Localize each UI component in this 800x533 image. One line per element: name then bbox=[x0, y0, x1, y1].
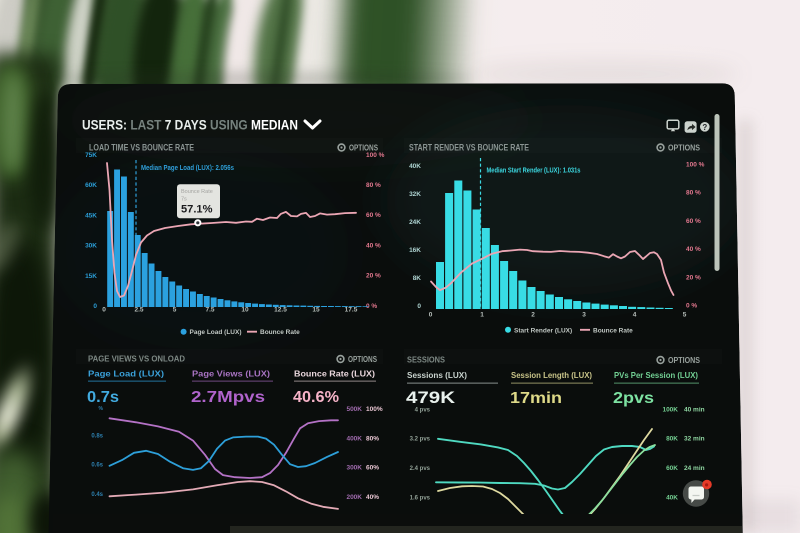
svg-text:0 %: 0 % bbox=[366, 303, 377, 310]
svg-text:100%: 100% bbox=[366, 406, 383, 413]
svg-text:OPTIONS: OPTIONS bbox=[668, 356, 701, 365]
svg-text:7s: 7s bbox=[181, 197, 187, 203]
svg-text:75K: 75K bbox=[85, 152, 97, 159]
svg-text:PVs Per Session (LUX): PVs Per Session (LUX) bbox=[614, 370, 698, 380]
svg-text:?: ? bbox=[702, 123, 707, 132]
svg-text:1.6 pvs: 1.6 pvs bbox=[410, 495, 431, 501]
svg-text:500K: 500K bbox=[346, 406, 362, 413]
svg-text:100 %: 100 % bbox=[366, 152, 385, 159]
svg-text:0.6s: 0.6s bbox=[91, 463, 103, 469]
svg-text:3: 3 bbox=[582, 312, 586, 319]
svg-text:32K: 32K bbox=[409, 191, 421, 198]
svg-text:30K: 30K bbox=[85, 243, 97, 250]
svg-text:60 %: 60 % bbox=[366, 212, 381, 219]
svg-text:80 %: 80 % bbox=[686, 190, 701, 197]
svg-text:Page Load (LUX): Page Load (LUX) bbox=[88, 369, 164, 379]
svg-text:40 min: 40 min bbox=[684, 407, 705, 414]
svg-text:8K: 8K bbox=[413, 275, 422, 282]
svg-text:80K: 80K bbox=[666, 436, 678, 443]
svg-text:0: 0 bbox=[93, 303, 97, 310]
svg-text:7.5: 7.5 bbox=[205, 307, 214, 314]
svg-text:Bounce Rate: Bounce Rate bbox=[181, 189, 213, 195]
svg-text:4 pvs: 4 pvs bbox=[415, 408, 431, 414]
svg-text:OPTIONS: OPTIONS bbox=[348, 355, 378, 364]
svg-text:0.4s: 0.4s bbox=[91, 492, 103, 498]
svg-text:Bounce Rate: Bounce Rate bbox=[260, 329, 300, 336]
svg-text:100K: 100K bbox=[662, 407, 678, 414]
svg-text:2.5: 2.5 bbox=[134, 307, 143, 314]
svg-text:Median Start Render (LUX): 1.0: Median Start Render (LUX): 1.031s bbox=[487, 168, 581, 175]
svg-text:2.7Mpvs: 2.7Mpvs bbox=[191, 389, 265, 406]
svg-text:15K: 15K bbox=[85, 273, 97, 280]
svg-text:1: 1 bbox=[480, 312, 484, 319]
svg-text:0.8s: 0.8s bbox=[91, 434, 103, 440]
svg-text:OPTIONS: OPTIONS bbox=[668, 144, 701, 153]
svg-text:5: 5 bbox=[173, 307, 177, 314]
svg-text:4: 4 bbox=[633, 312, 637, 319]
svg-text:80%: 80% bbox=[366, 435, 379, 442]
svg-text:80 %: 80 % bbox=[366, 182, 381, 189]
svg-text:0: 0 bbox=[102, 307, 106, 314]
svg-text:300K: 300K bbox=[346, 465, 362, 472]
svg-text:2pvs: 2pvs bbox=[613, 390, 654, 407]
svg-text:Session Length (LUX): Session Length (LUX) bbox=[511, 370, 592, 380]
svg-text:60K: 60K bbox=[666, 465, 678, 472]
svg-text:15: 15 bbox=[312, 307, 320, 314]
svg-text:SESSIONS: SESSIONS bbox=[407, 356, 446, 365]
svg-text:Page Load (LUX): Page Load (LUX) bbox=[190, 329, 242, 336]
svg-text:10: 10 bbox=[241, 307, 249, 314]
svg-text:Sessions (LUX): Sessions (LUX) bbox=[407, 370, 467, 380]
svg-text:3.2 pvs: 3.2 pvs bbox=[410, 437, 431, 443]
svg-text:32 min: 32 min bbox=[684, 436, 705, 443]
svg-text:40K: 40K bbox=[409, 163, 421, 170]
svg-text:24 min: 24 min bbox=[684, 465, 705, 472]
svg-text:60 %: 60 % bbox=[686, 218, 701, 225]
svg-text:LOAD TIME VS BOUNCE RATE: LOAD TIME VS BOUNCE RATE bbox=[89, 143, 194, 153]
svg-text:0: 0 bbox=[417, 303, 421, 310]
svg-text:Median Page Load (LUX): 2.056s: Median Page Load (LUX): 2.056s bbox=[141, 165, 234, 172]
svg-text:17.5: 17.5 bbox=[345, 307, 358, 314]
svg-text:20 %: 20 % bbox=[366, 273, 381, 280]
svg-text:%: % bbox=[99, 406, 104, 412]
svg-text:Bounce Rate (LUX): Bounce Rate (LUX) bbox=[294, 369, 375, 379]
svg-text:400K: 400K bbox=[346, 435, 362, 442]
svg-text:5: 5 bbox=[683, 312, 687, 319]
svg-text:40 %: 40 % bbox=[366, 242, 381, 249]
svg-text:60%: 60% bbox=[366, 465, 379, 472]
svg-text:16K: 16K bbox=[409, 247, 421, 254]
svg-text:Page Views (LUX): Page Views (LUX) bbox=[192, 369, 270, 379]
svg-text:40 %: 40 % bbox=[686, 246, 701, 253]
svg-text:OPTIONS: OPTIONS bbox=[349, 144, 379, 153]
svg-text:12.5: 12.5 bbox=[274, 307, 287, 314]
svg-text:20 %: 20 % bbox=[686, 274, 701, 281]
svg-text:Bounce Rate: Bounce Rate bbox=[593, 327, 633, 334]
svg-text:479K: 479K bbox=[406, 389, 455, 407]
svg-text:USERS: LAST 7 DAYS USING MEDIA: USERS: LAST 7 DAYS USING MEDIAN bbox=[82, 118, 298, 133]
svg-text:Start Render (LUX): Start Render (LUX) bbox=[514, 327, 572, 334]
svg-text:PAGE VIEWS VS ONLOAD: PAGE VIEWS VS ONLOAD bbox=[88, 355, 185, 364]
svg-text:45K: 45K bbox=[85, 212, 97, 219]
svg-text:40.6%: 40.6% bbox=[293, 389, 339, 406]
svg-text:60K: 60K bbox=[85, 182, 97, 189]
svg-text:100 %: 100 % bbox=[686, 162, 705, 169]
svg-text:2.4 pvs: 2.4 pvs bbox=[410, 466, 431, 472]
svg-text:24K: 24K bbox=[409, 219, 421, 226]
svg-text:START RENDER VS BOUNCE RATE: START RENDER VS BOUNCE RATE bbox=[409, 143, 529, 153]
svg-text:40%: 40% bbox=[366, 494, 379, 501]
svg-text:2: 2 bbox=[531, 312, 535, 319]
svg-text:0: 0 bbox=[429, 312, 433, 319]
svg-text:17min: 17min bbox=[510, 390, 562, 407]
svg-text:40K: 40K bbox=[666, 494, 678, 501]
svg-text:200K: 200K bbox=[346, 494, 362, 501]
svg-text:0.7s: 0.7s bbox=[87, 389, 119, 406]
svg-text:0 %: 0 % bbox=[686, 303, 697, 310]
svg-text:57.1%: 57.1% bbox=[181, 204, 213, 216]
